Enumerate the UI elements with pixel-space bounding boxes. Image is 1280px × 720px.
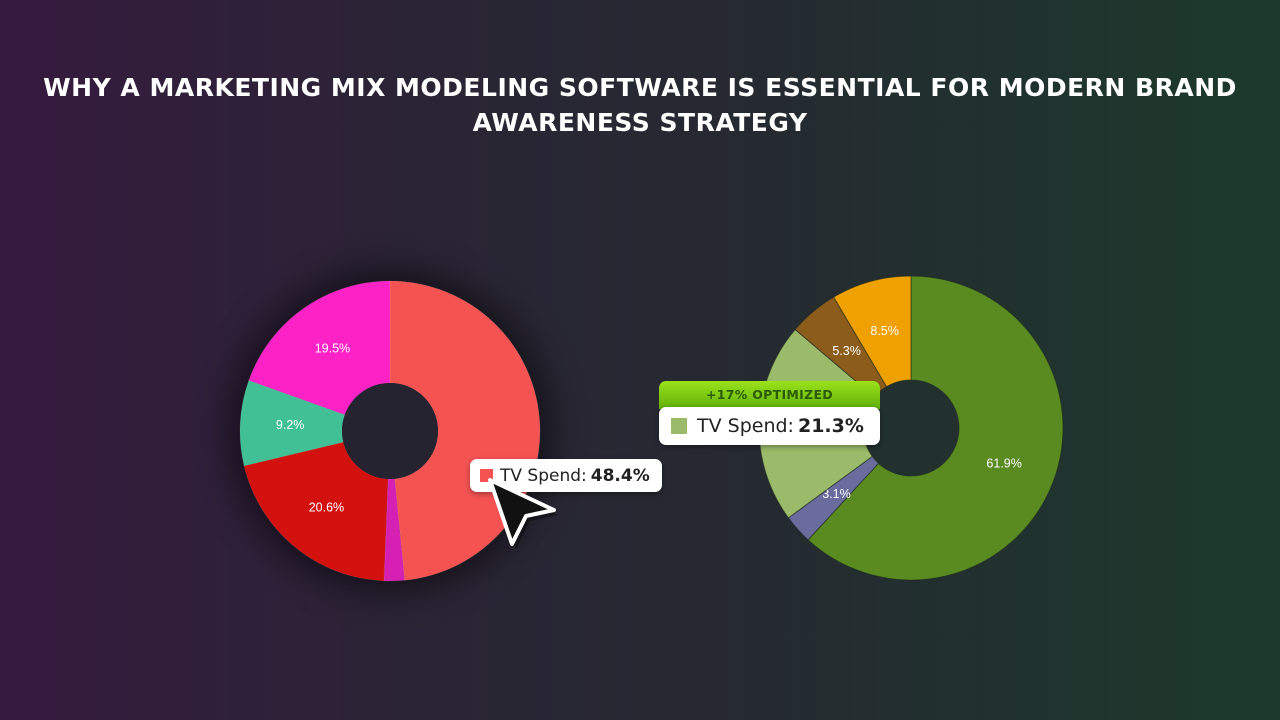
legend-swatch	[671, 418, 687, 434]
donut-chart-optimized: 61.9% 3.1% 5.3% 8.5%	[758, 275, 1064, 581]
donut-hole	[342, 383, 438, 479]
tooltip-value: 48.4%	[590, 465, 650, 486]
optimized-callout: +17% OPTIMIZED TV Spend: 21.3%	[659, 381, 880, 447]
slice-label-0: 61.9%	[986, 457, 1021, 471]
mouse-pointer-icon	[488, 478, 558, 549]
slice-label-3: 5.3%	[832, 344, 861, 358]
title-line-1: WHY A MARKETING MIX MODELING SOFTWARE IS…	[43, 73, 1237, 102]
slice-label-4: 19.5%	[315, 342, 350, 356]
slice-label-2: 20.6%	[309, 501, 344, 515]
donut-chart-current: 20.6% 9.2% 19.5%	[239, 280, 541, 582]
page-title: WHY A MARKETING MIX MODELING SOFTWARE IS…	[0, 70, 1280, 140]
donut-hole	[863, 380, 959, 476]
tooltip-label: TV Spend:	[500, 465, 587, 486]
slice-label-4: 8.5%	[870, 324, 899, 338]
slice-label-1: 3.1%	[822, 487, 851, 501]
optimized-banner: +17% OPTIMIZED	[659, 381, 880, 409]
tooltip-value: 21.3%	[797, 415, 864, 437]
slice-label-3: 9.2%	[276, 418, 305, 432]
tooltip-tv-spend-optimized: TV Spend: 21.3%	[659, 407, 880, 445]
title-line-2: AWARENESS STRATEGY	[472, 108, 808, 137]
tooltip-label: TV Spend:	[697, 415, 794, 437]
